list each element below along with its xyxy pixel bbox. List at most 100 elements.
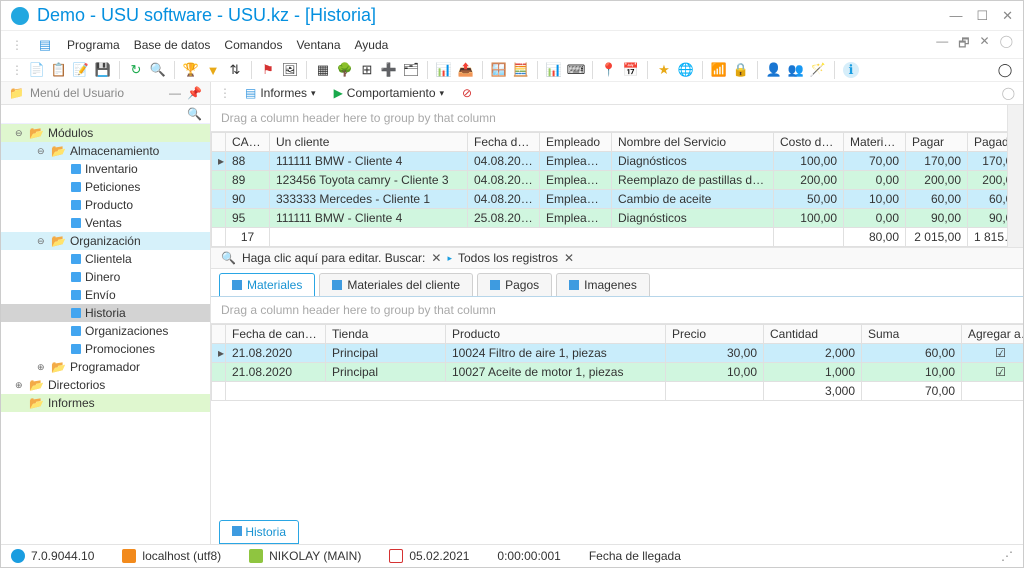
group-icon[interactable]: ⊞: [359, 62, 375, 78]
table-row[interactable]: 89123456 Toyota camry - Cliente 304.08.2…: [212, 171, 1008, 190]
table-row[interactable]: 21.08.2020Principal10027 Aceite de motor…: [212, 363, 1024, 382]
col-header[interactable]: Un cliente: [270, 133, 468, 152]
col-header[interactable]: Suma: [862, 325, 962, 344]
tree-item[interactable]: Ventas: [1, 214, 210, 232]
maximize-icon[interactable]: ☐: [976, 8, 988, 24]
lock-icon[interactable]: 🔒: [733, 62, 749, 78]
tree-item[interactable]: ⊖📂Almacenamiento: [1, 142, 210, 160]
tree-item[interactable]: ⊕📂Programador: [1, 358, 210, 376]
col-header[interactable]: Empleado: [540, 133, 612, 152]
close-icon[interactable]: ✕: [1002, 8, 1013, 24]
col-header[interactable]: Fecha de ll...: [468, 133, 540, 152]
tree-item[interactable]: Historia: [1, 304, 210, 322]
minimize-icon[interactable]: —: [949, 8, 962, 24]
clear-all-icon[interactable]: ✕: [564, 251, 574, 265]
table-row[interactable]: ▸88111111 BMW - Cliente 404.08.2020Emple…: [212, 152, 1008, 171]
tree-item[interactable]: Inventario: [1, 160, 210, 178]
tree-item[interactable]: Envío: [1, 286, 210, 304]
pin-icon[interactable]: 📍: [601, 62, 617, 78]
tree-item[interactable]: Peticiones: [1, 178, 210, 196]
scrollbar[interactable]: [1007, 105, 1023, 247]
card-icon[interactable]: 🗂: [403, 62, 419, 78]
tree-item[interactable]: Producto: [1, 196, 210, 214]
trophy-icon[interactable]: 🏆: [183, 62, 199, 78]
col-header[interactable]: Materiales: [844, 133, 906, 152]
star-icon[interactable]: ★: [656, 62, 672, 78]
comportamiento-button[interactable]: ▶ Comportamiento▾: [330, 84, 448, 102]
col-header[interactable]: Tienda: [326, 325, 446, 344]
menu-ventana[interactable]: Ventana: [296, 38, 340, 52]
window-icon[interactable]: 🪟: [491, 62, 507, 78]
history-grid[interactable]: CAR...Un clienteFecha de ll...EmpleadoNo…: [211, 132, 1007, 247]
tab-imagenes[interactable]: Imagenes: [556, 273, 650, 296]
mdi-min-icon[interactable]: —: [936, 34, 948, 55]
footer-tab-historia[interactable]: Historia: [219, 520, 299, 544]
help3-icon[interactable]: ◯: [1002, 86, 1015, 100]
col-header[interactable]: Producto: [446, 325, 666, 344]
help-icon[interactable]: ◯: [1000, 34, 1013, 55]
keyboard-icon[interactable]: ⌨: [568, 62, 584, 78]
sort-icon[interactable]: ⇅: [227, 62, 243, 78]
grid-icon[interactable]: ▦: [315, 62, 331, 78]
table-row[interactable]: ▸21.08.2020Principal10024 Filtro de aire…: [212, 344, 1024, 363]
group-hint-2[interactable]: Drag a column header here to group by th…: [211, 297, 1023, 324]
export-icon[interactable]: 📤: [458, 62, 474, 78]
tree-item[interactable]: Dinero: [1, 268, 210, 286]
tree-item[interactable]: 📂Informes: [1, 394, 210, 412]
menu-ayuda[interactable]: Ayuda: [355, 38, 389, 52]
col-header[interactable]: Agregar a f...: [962, 325, 1024, 344]
tree-item[interactable]: ⊖📂Módulos: [1, 124, 210, 142]
doc-icon[interactable]: ▤: [37, 37, 53, 53]
mdi-close-icon[interactable]: ✕: [980, 34, 990, 55]
add-icon[interactable]: ➕: [381, 62, 397, 78]
resize-grip-icon[interactable]: ⋰: [1001, 549, 1013, 563]
calendar-icon[interactable]: 📅: [623, 62, 639, 78]
tree-item[interactable]: Promociones: [1, 340, 210, 358]
search-icon[interactable]: 🔍: [150, 62, 166, 78]
edit-icon[interactable]: 📋: [51, 62, 67, 78]
informes-button[interactable]: ▤ Informes▾: [241, 84, 320, 102]
group-hint[interactable]: Drag a column header here to group by th…: [211, 105, 1007, 132]
new-icon[interactable]: 📄: [29, 62, 45, 78]
filter-bar[interactable]: 🔍 Haga clic aquí para editar. Buscar: ✕ …: [211, 247, 1023, 269]
side-pin-icon[interactable]: 📌: [187, 86, 202, 100]
col-header[interactable]: Cantidad: [764, 325, 862, 344]
col-header[interactable]: CAR...: [226, 133, 270, 152]
table-row[interactable]: 90333333 Mercedes - Cliente 104.08.2020E…: [212, 190, 1008, 209]
col-header[interactable]: Nombre del Servicio: [612, 133, 774, 152]
user1-icon[interactable]: 👤: [766, 62, 782, 78]
tab-materiales-del-cliente[interactable]: Materiales del cliente: [319, 273, 473, 296]
calc-icon[interactable]: 🧮: [513, 62, 529, 78]
tree-item[interactable]: ⊕📂Directorios: [1, 376, 210, 394]
flag-icon[interactable]: ⚑: [260, 62, 276, 78]
menu-basedatos[interactable]: Base de datos: [134, 38, 211, 52]
col-header[interactable]: Pagar: [906, 133, 968, 152]
help2-icon[interactable]: ◯: [997, 62, 1013, 78]
tree-icon[interactable]: 🌳: [337, 62, 353, 78]
globe-icon[interactable]: 🌐: [678, 62, 694, 78]
col-header[interactable]: Costo del ...: [774, 133, 844, 152]
note-icon[interactable]: 📝: [73, 62, 89, 78]
table-row[interactable]: 95111111 BMW - Cliente 425.08.2020Emplea…: [212, 209, 1008, 228]
rss-icon[interactable]: 📶: [711, 62, 727, 78]
tree-item[interactable]: ⊖📂Organización: [1, 232, 210, 250]
tab-materiales[interactable]: Materiales: [219, 273, 315, 296]
nav-tree[interactable]: ⊖📂Módulos⊖📂AlmacenamientoInventarioPetic…: [1, 124, 210, 544]
clear-filter-icon[interactable]: ✕: [431, 251, 441, 265]
excel-icon[interactable]: 📊: [436, 62, 452, 78]
report-icon[interactable]: 📊: [546, 62, 562, 78]
wand-icon[interactable]: 🪄: [810, 62, 826, 78]
mdi-restore-icon[interactable]: 🗗: [958, 34, 969, 55]
menu-comandos[interactable]: Comandos: [224, 38, 282, 52]
menu-programa[interactable]: Programa: [67, 38, 120, 52]
search-icon[interactable]: 🔍: [187, 107, 202, 121]
tree-item[interactable]: Clientela: [1, 250, 210, 268]
info-icon[interactable]: ℹ: [843, 62, 859, 78]
col-header[interactable]: Fecha de cance...: [226, 325, 326, 344]
stop-button[interactable]: ⊘: [458, 84, 476, 102]
tree-item[interactable]: Organizaciones: [1, 322, 210, 340]
tab-pagos[interactable]: Pagos: [477, 273, 552, 296]
col-header[interactable]: Pagado: [968, 133, 1008, 152]
col-header[interactable]: Precio: [666, 325, 764, 344]
image-icon[interactable]: 🖼: [282, 62, 298, 78]
